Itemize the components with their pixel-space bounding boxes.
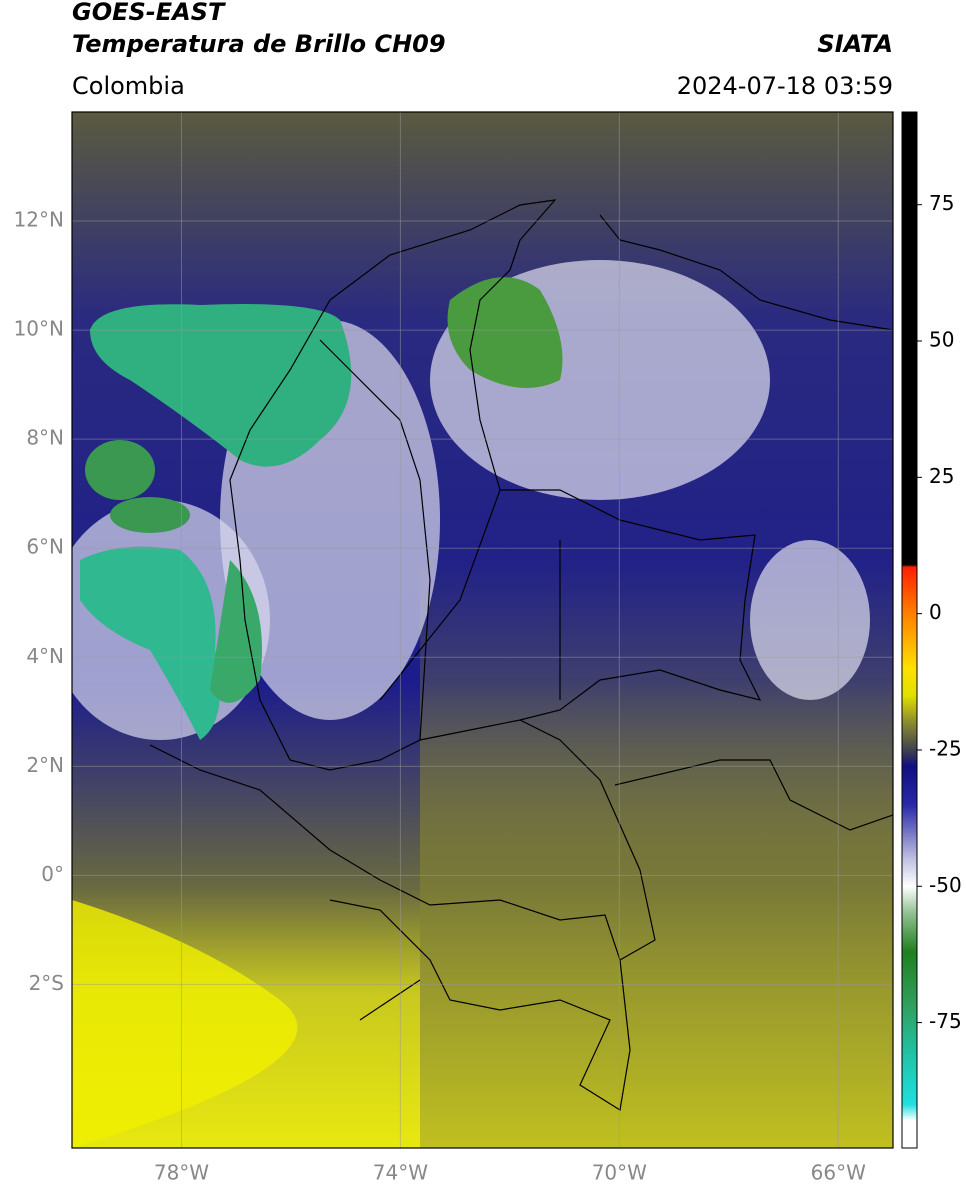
colorbar: 75 50 25 0 -25 -50 -75 [901,111,962,1149]
title: GOES-EAST [72,0,226,26]
region: Colombia [72,72,185,100]
colorbar-tick-label: -25 [929,736,962,760]
lat-tick-label: 2°N [26,753,64,777]
satellite-image [72,112,893,1148]
lon-tick-label: 74°W [373,1161,428,1185]
lon-tick-label: 70°W [592,1161,647,1185]
colorbar-tick-label: 0 [929,600,942,624]
colorbar-tick-label: -50 [929,873,962,897]
lon-tick-label: 78°W [154,1161,209,1185]
lat-tick-label: 4°N [26,644,64,668]
colorbar-tick-label: 50 [929,328,954,352]
colorbar-scale [901,111,918,1149]
lat-tick-label: 10°N [14,317,64,341]
grid [72,112,893,1148]
lat-tick-label: 2°S [29,971,64,995]
lat-tick-label: 6°N [26,535,64,559]
colorbar-tick-label: 75 [929,191,954,215]
source: SIATA [817,30,893,58]
title: Temperatura de Brillo CH09 [72,30,446,58]
lat-tick-label: 12°N [14,208,64,232]
timestamp: 2024-07-18 03:59 [677,72,893,100]
map-frame [71,111,894,1149]
lon-tick-label: 66°W [811,1161,866,1185]
colorbar-tick-label: 25 [929,464,954,488]
lat-tick-label: 0° [41,862,64,886]
lat-tick-label: 8°N [26,426,64,450]
colorbar-tick-label: -75 [929,1009,962,1033]
